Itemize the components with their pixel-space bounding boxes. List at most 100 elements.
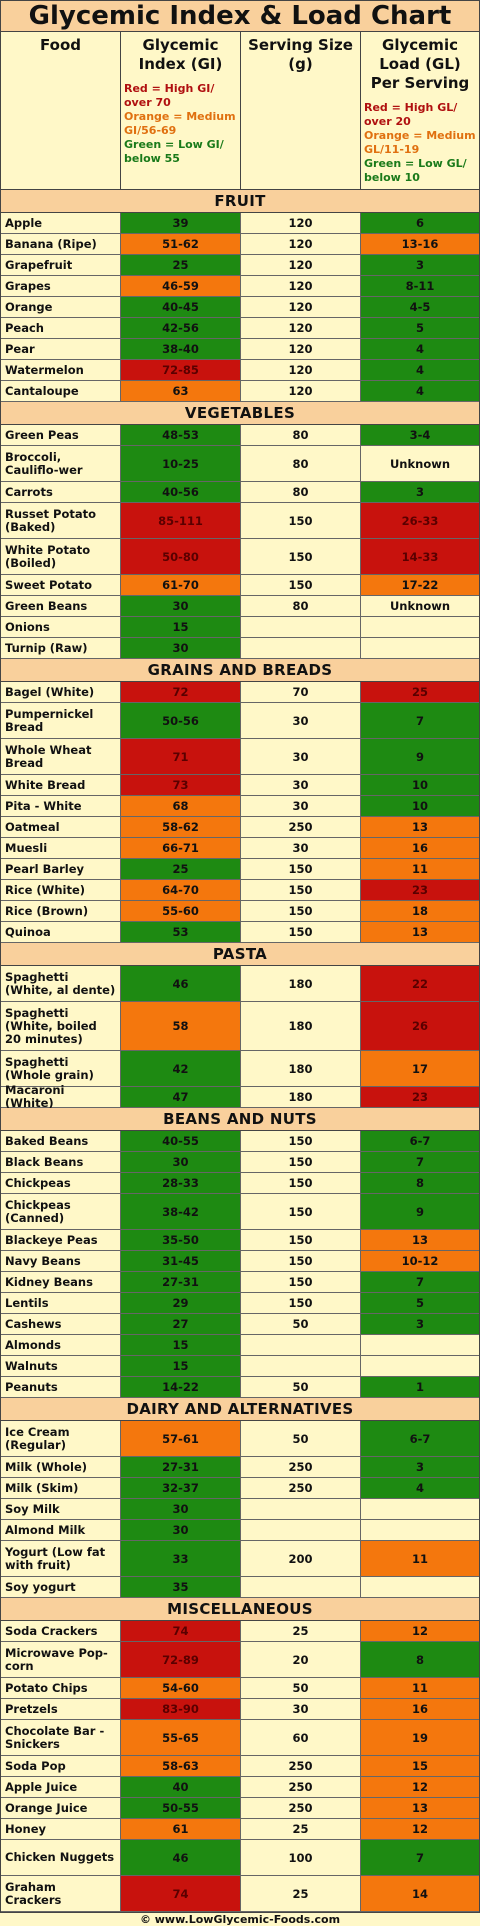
- food-cell: Chicken Nuggets: [1, 1840, 121, 1875]
- food-cell: Banana (Ripe): [1, 234, 121, 254]
- gi-cell: 46-59: [121, 276, 241, 296]
- table-row: Quinoa 53 150 13: [1, 922, 479, 943]
- gl-cell: [361, 1577, 479, 1597]
- serving-cell: 25: [241, 1621, 361, 1641]
- food-cell: Carrots: [1, 482, 121, 502]
- gi-cell: 74: [121, 1876, 241, 1911]
- gi-cell: 58: [121, 1002, 241, 1050]
- table-row: Blackeye Peas 35-50 150 13: [1, 1230, 479, 1251]
- gl-cell: 12: [361, 1819, 479, 1839]
- food-cell: Chickpeas (Canned): [1, 1194, 121, 1229]
- serving-cell: 150: [241, 575, 361, 595]
- gi-cell: 10-25: [121, 446, 241, 481]
- gl-cell: 16: [361, 1699, 479, 1719]
- gl-cell: 17: [361, 1051, 479, 1086]
- gi-cell: 38-42: [121, 1194, 241, 1229]
- gl-cell: 13: [361, 1230, 479, 1250]
- header-food-label: Food: [40, 36, 81, 54]
- serving-cell: 250: [241, 1798, 361, 1818]
- serving-cell: 150: [241, 922, 361, 942]
- header-gl-label: Glycemic Load (GL) Per Serving: [370, 36, 470, 92]
- serving-cell: 70: [241, 682, 361, 702]
- header-serving: Serving Size (g): [241, 32, 361, 189]
- gi-cell: 58-62: [121, 817, 241, 837]
- food-cell: White Potato (Boiled): [1, 539, 121, 574]
- gi-cell: 58-63: [121, 1756, 241, 1776]
- table-row: Soy yogurt 35: [1, 1577, 479, 1598]
- food-cell: Soy yogurt: [1, 1577, 121, 1597]
- gl-cell: 13: [361, 922, 479, 942]
- serving-cell: 20: [241, 1642, 361, 1677]
- serving-cell: 120: [241, 360, 361, 380]
- table-row: Grapefruit 25 120 3: [1, 255, 479, 276]
- serving-cell: 50: [241, 1421, 361, 1456]
- food-cell: Cantaloupe: [1, 381, 121, 401]
- gi-cell: 28-33: [121, 1173, 241, 1193]
- gi-cell: 40-45: [121, 297, 241, 317]
- section-header: VEGETABLES: [1, 402, 479, 425]
- table-row: Green Beans 30 80 Unknown: [1, 596, 479, 617]
- table-row: Milk (Skim) 32-37 250 4: [1, 1478, 479, 1499]
- gl-cell: 15: [361, 1756, 479, 1776]
- table-row: Almonds 15: [1, 1335, 479, 1356]
- gi-cell: 72-89: [121, 1642, 241, 1677]
- table-row: Almond Milk 30: [1, 1520, 479, 1541]
- table-row: Peach 42-56 120 5: [1, 318, 479, 339]
- gl-cell: 11: [361, 859, 479, 879]
- table-row: Ice Cream (Regular) 57-61 50 6-7: [1, 1421, 479, 1457]
- gl-cell: 12: [361, 1777, 479, 1797]
- table-row: Chocolate Bar - Snickers 55-65 60 19: [1, 1720, 479, 1756]
- table-row: Black Beans 30 150 7: [1, 1152, 479, 1173]
- table-row: Muesli 66-71 30 16: [1, 838, 479, 859]
- table-row: Chicken Nuggets 46 100 7: [1, 1840, 479, 1876]
- gi-cell: 31-45: [121, 1251, 241, 1271]
- serving-cell: 150: [241, 503, 361, 538]
- table-row: Microwave Pop-corn 72-89 20 8: [1, 1642, 479, 1678]
- food-cell: Chickpeas: [1, 1173, 121, 1193]
- food-cell: Rice (Brown): [1, 901, 121, 921]
- food-cell: Onions: [1, 617, 121, 637]
- food-cell: Quinoa: [1, 922, 121, 942]
- table-row: Macaroni (White) 47 180 23: [1, 1084, 479, 1110]
- food-cell: Orange: [1, 297, 121, 317]
- gi-cell: 40-56: [121, 482, 241, 502]
- serving-cell: 150: [241, 1293, 361, 1313]
- gl-cell: 26: [361, 1002, 479, 1050]
- section-header: BEANS AND NUTS: [1, 1108, 479, 1131]
- table-row: Pumpernickel Bread 50-56 30 7: [1, 703, 479, 739]
- food-cell: Honey: [1, 1819, 121, 1839]
- table-row: Soda Crackers 74 25 12: [1, 1621, 479, 1642]
- gi-cell: 27-31: [121, 1457, 241, 1477]
- food-cell: Grapes: [1, 276, 121, 296]
- food-cell: Macaroni (White): [1, 1084, 121, 1110]
- table-row: Russet Potato (Baked) 85-111 150 26-33: [1, 503, 479, 539]
- section-header: GRAINS AND BREADS: [1, 659, 479, 682]
- food-cell: Potato Chips: [1, 1678, 121, 1698]
- serving-cell: 80: [241, 482, 361, 502]
- gi-cell: 25: [121, 255, 241, 275]
- gl-legend-red: Red = High GL/ over 20: [364, 101, 458, 128]
- table-row: Banana (Ripe) 51-62 120 13-16: [1, 234, 479, 255]
- gi-cell: 74: [121, 1621, 241, 1641]
- gl-cell: 5: [361, 1293, 479, 1313]
- gi-cell: 85-111: [121, 503, 241, 538]
- serving-cell: [241, 1577, 361, 1597]
- serving-cell: 150: [241, 880, 361, 900]
- table-row: Honey 61 25 12: [1, 1819, 479, 1840]
- gi-cell: 64-70: [121, 880, 241, 900]
- serving-cell: 250: [241, 1478, 361, 1498]
- gi-cell: 42-56: [121, 318, 241, 338]
- gi-cell: 30: [121, 1520, 241, 1540]
- table-row: Soda Pop 58-63 250 15: [1, 1756, 479, 1777]
- gl-legend-orange: Orange = Medium GL/11-19: [364, 129, 476, 156]
- table-row: White Potato (Boiled) 50-80 150 14-33: [1, 539, 479, 575]
- serving-cell: [241, 1499, 361, 1519]
- serving-cell: 150: [241, 1131, 361, 1151]
- gi-cell: 50-80: [121, 539, 241, 574]
- serving-cell: [241, 1520, 361, 1540]
- gl-cell: 6: [361, 213, 479, 233]
- gi-cell: 29: [121, 1293, 241, 1313]
- serving-cell: 25: [241, 1876, 361, 1911]
- serving-cell: 150: [241, 901, 361, 921]
